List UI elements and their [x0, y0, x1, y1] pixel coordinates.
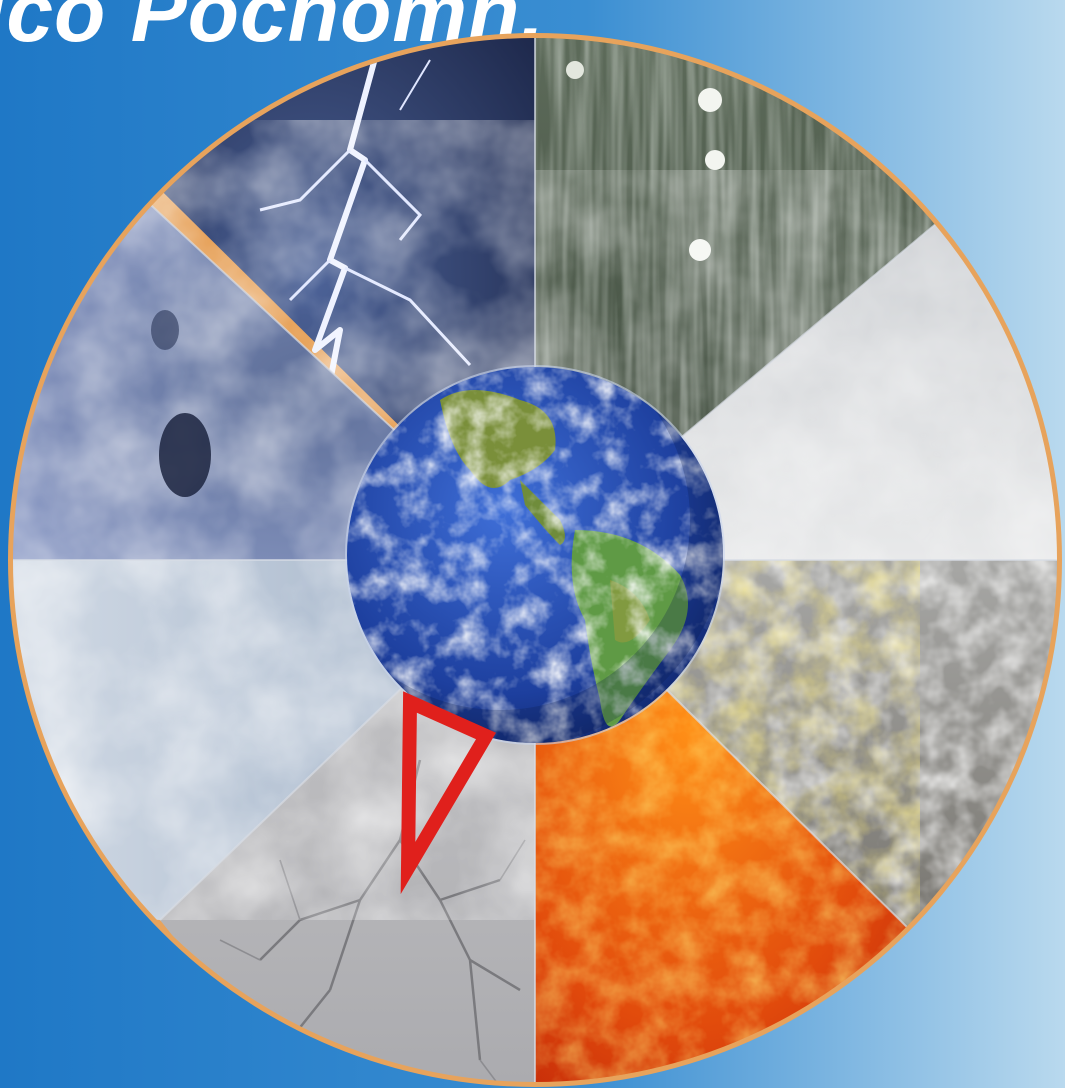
- warning-triangle-icon: [400, 691, 497, 895]
- earth-globe-icon: [345, 365, 725, 745]
